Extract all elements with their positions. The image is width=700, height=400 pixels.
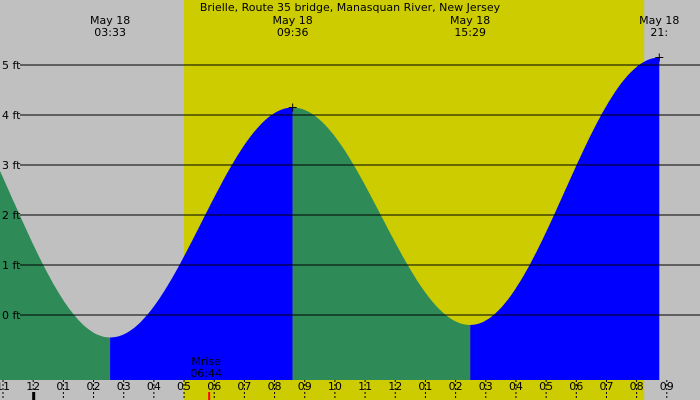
moonrise-tick: [208, 392, 211, 400]
extreme-date-label: May 18: [450, 14, 490, 27]
tide-fills: [0, 57, 660, 380]
hour-tick-label: 01: [418, 380, 432, 393]
extreme-date-label: May 18: [639, 14, 679, 27]
extreme-time-label: 03:33: [94, 26, 126, 39]
hour-axis: 11 12 01 02 03 04 05 06 07 08 09 10 11 12 01 02 03 04 05 06…: [0, 380, 674, 400]
hour-tick-label: 04: [147, 380, 161, 393]
rising-tide-area: [110, 107, 293, 380]
hour-tick-label: 02: [449, 380, 463, 393]
hour-tick-label: 04: [509, 380, 523, 393]
hour-tick-label: 06: [569, 380, 583, 393]
hour-tick-label: 08: [630, 380, 644, 393]
moonrise-label: Mrise: [191, 355, 221, 368]
y-axis-labels: 5 ft 4 ft 3 ft 2 ft 1 ft 0 ft: [2, 59, 21, 322]
extreme-date-label: May 18: [90, 14, 130, 27]
hour-tick-label: 02: [87, 380, 101, 393]
hour-tick-label: 12: [388, 380, 402, 393]
hour-tick-label: 11: [0, 380, 10, 393]
moonrise-marker: Mrise 06:44: [190, 355, 222, 400]
hour-tick-label: 12: [26, 380, 40, 393]
hour-tick-label: 10: [328, 380, 342, 393]
chart-title: Brielle, Route 35 bridge, Manasquan Rive…: [200, 1, 501, 14]
falling-tide-area: [0, 171, 111, 380]
falling-tide-area: [292, 107, 471, 380]
y-tick-label: 3 ft: [2, 159, 21, 172]
extreme-time-label: 21:: [650, 26, 668, 39]
hour-tick-label: 07: [237, 380, 251, 393]
extreme-time-label: 15:29: [454, 26, 486, 39]
rising-tide-area: [470, 57, 660, 380]
hour-tick-label: 01: [56, 380, 70, 393]
hour-tick-label: 06: [207, 380, 221, 393]
moonrise-time: 06:44: [190, 367, 222, 380]
hour-tick-label: 05: [539, 380, 553, 393]
hour-tick-label: 09: [660, 380, 674, 393]
hour-tick-label: 03: [479, 380, 493, 393]
hour-tick-label: 11: [358, 380, 372, 393]
hour-tick-label: 07: [599, 380, 613, 393]
y-tick-label: 5 ft: [2, 59, 21, 72]
y-tick-label: 1 ft: [2, 259, 21, 272]
extreme-time-label: 09:36: [277, 26, 309, 39]
hour-tick-label: 08: [268, 380, 282, 393]
hour-tick-label: 05: [177, 380, 191, 393]
hour-tick-label: 09: [298, 380, 312, 393]
high-tide-markers: [288, 53, 664, 112]
y-tick-label: 2 ft: [2, 209, 21, 222]
extreme-date-label: May 18: [273, 14, 313, 27]
y-tick-label: 4 ft: [2, 109, 21, 122]
grid-lines: [20, 64, 700, 316]
midnight-marker: [32, 392, 36, 400]
hour-tick-label: 03: [117, 380, 131, 393]
y-tick-label: 0 ft: [2, 309, 21, 322]
